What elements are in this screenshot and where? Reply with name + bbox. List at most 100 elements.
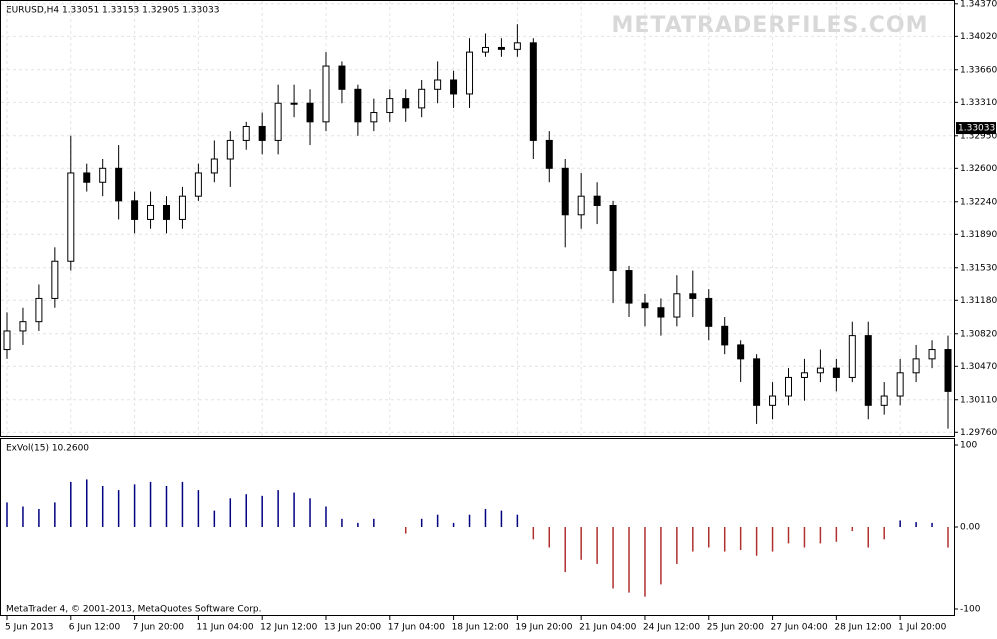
candle-body (210, 158, 218, 174)
candle-body (322, 65, 330, 123)
candle-body (785, 376, 793, 397)
candle-body (418, 88, 426, 109)
candle-body (673, 293, 681, 318)
x-tick-label: 18 Jun 12:00 (452, 623, 509, 633)
candle-body (769, 395, 777, 406)
candle-body (896, 372, 904, 397)
y-tick-label: 0.00 (960, 523, 980, 533)
candle-body (737, 344, 745, 360)
y-tick-label: 1.31530 (960, 263, 997, 273)
candle-body (99, 167, 107, 183)
candle-body (689, 293, 697, 299)
x-tick-label: 19 Jun 20:00 (515, 623, 572, 633)
price-label: 1.33033 (958, 124, 995, 134)
y-tick-label: 1.30470 (960, 362, 997, 372)
candle-body (354, 88, 362, 123)
x-tick-label: 12 Jun 12:00 (260, 623, 317, 633)
candle-body (529, 42, 537, 141)
price-label-box (956, 122, 996, 135)
candle-body (466, 51, 474, 95)
candle-body (641, 302, 649, 309)
y-tick-label: 1.31180 (960, 296, 997, 306)
candle-body (848, 335, 856, 378)
x-tick-label: 5 Jun 2013 (5, 623, 53, 633)
candle-body (115, 167, 123, 202)
candle-body (832, 367, 840, 378)
candle-body (481, 46, 489, 53)
y-tick-label: 1.30110 (960, 395, 997, 405)
candle-body (513, 42, 521, 50)
candle-body (657, 307, 665, 318)
candle-body (370, 112, 378, 123)
candle-body (147, 204, 155, 220)
indicator-title: ExVol(15) 10.2600 (6, 444, 89, 454)
candle-body (928, 349, 936, 360)
candle-body (162, 204, 170, 220)
y-tick-label: 1.31890 (960, 230, 997, 240)
x-tick-label: 25 Jun 20:00 (707, 623, 764, 633)
candle-body (178, 195, 186, 220)
footer: MetaTrader 4, © 2001-2013, MetaQuotes So… (6, 605, 262, 615)
candle-body (912, 358, 920, 374)
candle-body (705, 297, 713, 327)
candle-body (402, 98, 410, 109)
candle-body (434, 79, 442, 90)
candle-body (721, 325, 729, 346)
y-tick-label: 1.32600 (960, 164, 997, 174)
chart-title: EURUSD,H4 1.33051 1.33153 1.32905 1.3303… (6, 6, 219, 16)
candle-body (864, 335, 872, 406)
x-tick-label: 13 Jun 20:00 (324, 623, 381, 633)
candle-body (242, 125, 250, 141)
candle-body (19, 321, 27, 332)
candle-body (497, 46, 505, 50)
candle-body (226, 139, 234, 160)
y-tick-label: 1.32950 (960, 131, 997, 141)
y-tick-label: 100 (960, 441, 977, 451)
candle-body (67, 172, 75, 262)
x-tick-label: 21 Jun 04:00 (579, 623, 636, 633)
y-tick-label: 1.29760 (960, 428, 997, 438)
x-tick-label: 1 Jul 20:00 (898, 623, 947, 633)
x-tick-label: 6 Jun 12:00 (69, 623, 121, 633)
x-tick-label: 11 Jun 04:00 (196, 623, 253, 633)
candle-body (386, 98, 394, 114)
y-tick-label: 1.32240 (960, 197, 997, 207)
y-tick-label: -100 (960, 605, 981, 615)
y-tick-label: 1.34020 (960, 32, 997, 42)
x-tick-label: 27 Jun 04:00 (771, 623, 828, 633)
watermark: METATRADERFILES.COM (612, 13, 929, 38)
candle-body (625, 270, 633, 304)
indicator-panel (0, 438, 955, 616)
candle-body (3, 330, 11, 351)
candle-body (944, 349, 952, 392)
candle-body (880, 395, 888, 406)
x-tick-label: 24 Jun 12:00 (643, 623, 700, 633)
candle-body (83, 172, 91, 183)
x-tick-label: 7 Jun 20:00 (133, 623, 185, 633)
candle-body (274, 102, 282, 141)
candle-body (577, 195, 585, 216)
candle-body (753, 358, 761, 406)
x-tick-label: 17 Jun 04:00 (388, 623, 445, 633)
candle-body (800, 372, 808, 378)
candle-body (51, 260, 59, 299)
candle-body (194, 172, 202, 197)
candle-body (338, 65, 346, 90)
candle-body (816, 367, 824, 374)
candle-body (450, 79, 458, 95)
main-panel (0, 0, 955, 437)
x-tick-label: 28 Jun 12:00 (834, 623, 891, 633)
y-tick-label: 1.34370 (960, 0, 997, 9)
candle-body (35, 297, 43, 323)
candle-body (131, 200, 139, 220)
candle-body (306, 102, 314, 123)
candle-body (545, 139, 553, 169)
candle-body (290, 102, 298, 105)
y-tick-label: 1.33310 (960, 98, 997, 108)
y-tick-label: 1.30820 (960, 329, 997, 339)
candle-body (561, 167, 569, 216)
candle-body (593, 195, 601, 206)
candle-body (258, 125, 266, 141)
candle-body (609, 204, 617, 272)
